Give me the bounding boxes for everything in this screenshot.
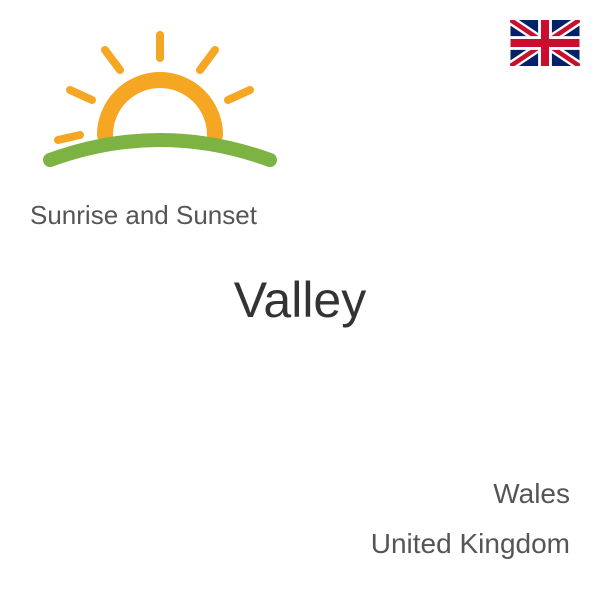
location-name: Valley: [234, 271, 366, 329]
sunrise-logo: [30, 20, 290, 180]
tagline-text: Sunrise and Sunset: [30, 200, 257, 231]
region-text: Wales: [493, 478, 570, 510]
sunrise-icon: [30, 20, 290, 180]
uk-flag-icon: [510, 20, 580, 66]
country-text: United Kingdom: [371, 528, 570, 560]
